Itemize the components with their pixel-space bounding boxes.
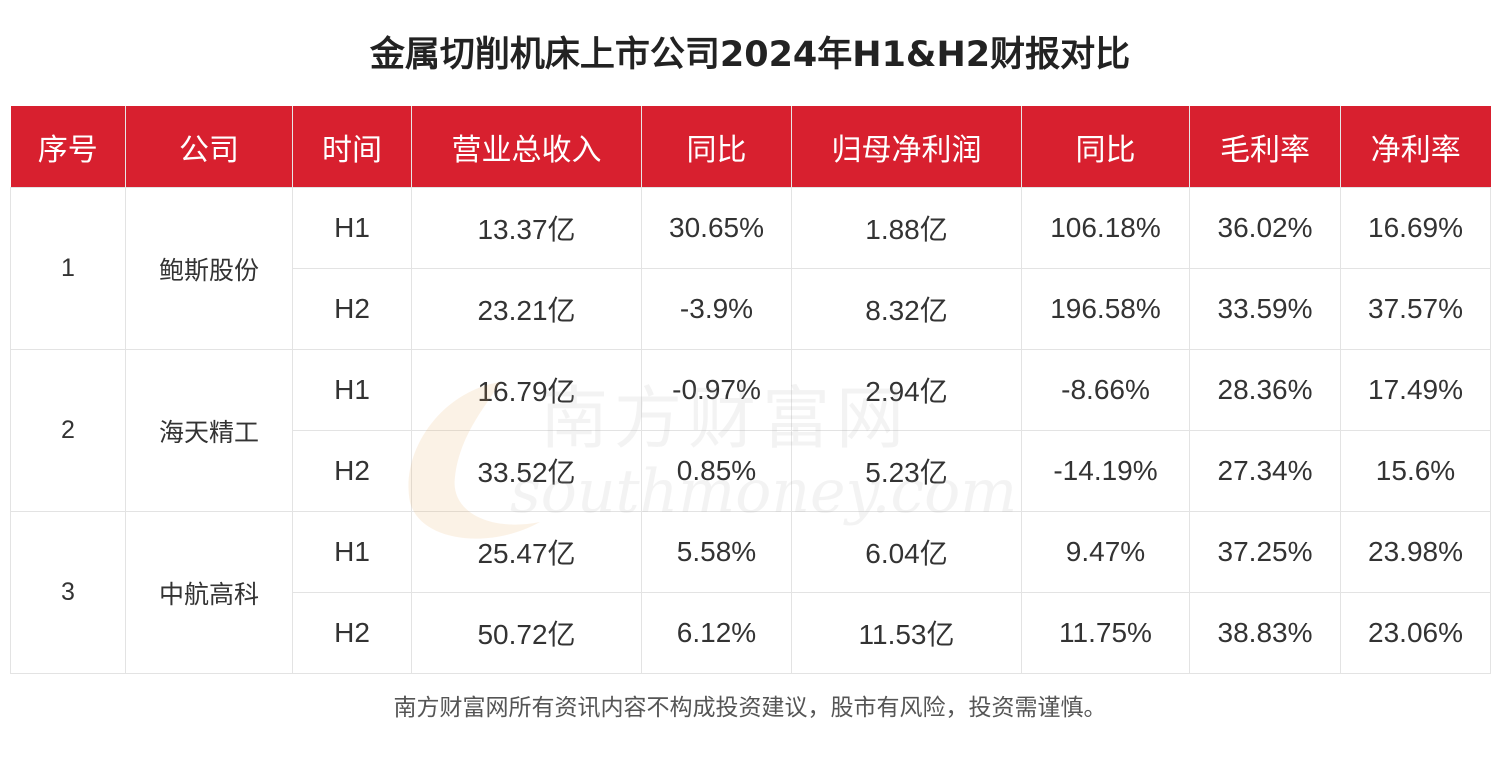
- net-margin-cell: 16.69%: [1340, 187, 1491, 269]
- company-name: 中航高科: [125, 511, 293, 674]
- profit-yoy-cell: 196.58%: [1021, 268, 1190, 350]
- row-index: 3: [10, 511, 126, 674]
- net-profit-cell: 11.53亿: [791, 592, 1022, 674]
- net-margin-cell: 23.98%: [1340, 511, 1491, 593]
- revenue-yoy-cell: 6.12%: [641, 592, 792, 674]
- table-row: H2 50.72亿 6.12% 11.53亿 11.75% 38.83% 23.…: [11, 592, 1491, 674]
- revenue-yoy-cell: 5.58%: [641, 511, 792, 593]
- net-margin-cell: 15.6%: [1340, 430, 1491, 512]
- profit-yoy-cell: 11.75%: [1021, 592, 1190, 674]
- company-name: 海天精工: [125, 349, 293, 512]
- column-header-period: 时间: [292, 106, 412, 188]
- net-profit-cell: 1.88亿: [791, 187, 1022, 269]
- column-header-revenue-yoy: 同比: [641, 106, 792, 188]
- revenue-cell: 25.47亿: [411, 511, 642, 593]
- column-header-gross-margin: 毛利率: [1189, 106, 1341, 188]
- net-profit-cell: 2.94亿: [791, 349, 1022, 431]
- page-title: 金属切削机床上市公司2024年H1&H2财报对比: [369, 35, 1131, 75]
- revenue-yoy-cell: 0.85%: [641, 430, 792, 512]
- period-cell: H1: [292, 511, 412, 593]
- period-cell: H2: [292, 430, 412, 512]
- column-header-net-profit: 归母净利润: [791, 106, 1022, 188]
- table-row: 3 中航高科 H1 25.47亿 5.58% 6.04亿 9.47% 37.25…: [10, 511, 1491, 674]
- period-cell: H2: [292, 592, 412, 674]
- profit-yoy-cell: 9.47%: [1021, 511, 1190, 593]
- net-margin-cell: 37.57%: [1340, 268, 1491, 350]
- gross-margin-cell: 28.36%: [1189, 349, 1341, 431]
- gross-margin-cell: 27.34%: [1189, 430, 1341, 512]
- row-index: 2: [10, 349, 126, 512]
- gross-margin-cell: 37.25%: [1189, 511, 1341, 593]
- net-margin-cell: 23.06%: [1340, 592, 1491, 674]
- row-index: 1: [10, 187, 126, 350]
- financial-table-container: 序号 公司 时间 营业总收入 同比 归母净利润 同比 毛利率 净利率 1 鲍斯股…: [10, 106, 1491, 674]
- revenue-cell: 23.21亿: [411, 268, 642, 350]
- revenue-yoy-cell: -0.97%: [641, 349, 792, 431]
- gross-margin-cell: 38.83%: [1189, 592, 1341, 674]
- period-cell: H1: [292, 187, 412, 269]
- column-header-index: 序号: [10, 106, 126, 188]
- period-cell: H1: [292, 349, 412, 431]
- table-row: H2 33.52亿 0.85% 5.23亿 -14.19% 27.34% 15.…: [11, 430, 1491, 512]
- period-cell: H2: [292, 268, 412, 350]
- net-profit-cell: 8.32亿: [791, 268, 1022, 350]
- column-header-profit-yoy: 同比: [1021, 106, 1190, 188]
- revenue-cell: 16.79亿: [411, 349, 642, 431]
- column-header-net-margin: 净利率: [1340, 106, 1491, 188]
- gross-margin-cell: 36.02%: [1189, 187, 1341, 269]
- table-row: 2 海天精工 H1 16.79亿 -0.97% 2.94亿 -8.66% 28.…: [10, 349, 1491, 512]
- table-header-row: 序号 公司 时间 营业总收入 同比 归母净利润 同比 毛利率 净利率: [10, 106, 1491, 188]
- financial-comparison-table: 序号 公司 时间 营业总收入 同比 归母净利润 同比 毛利率 净利率 1 鲍斯股…: [10, 106, 1491, 674]
- gross-margin-cell: 33.59%: [1189, 268, 1341, 350]
- profit-yoy-cell: -8.66%: [1021, 349, 1190, 431]
- revenue-yoy-cell: -3.9%: [641, 268, 792, 350]
- column-header-revenue: 营业总收入: [411, 106, 642, 188]
- net-margin-cell: 17.49%: [1340, 349, 1491, 431]
- revenue-cell: 33.52亿: [411, 430, 642, 512]
- net-profit-cell: 6.04亿: [791, 511, 1022, 593]
- company-name: 鲍斯股份: [125, 187, 293, 350]
- net-profit-cell: 5.23亿: [791, 430, 1022, 512]
- table-row: 1 鲍斯股份 H1 13.37亿 30.65% 1.88亿 106.18% 36…: [10, 187, 1491, 350]
- revenue-cell: 13.37亿: [411, 187, 642, 269]
- column-header-company: 公司: [125, 106, 293, 188]
- revenue-yoy-cell: 30.65%: [641, 187, 792, 269]
- revenue-cell: 50.72亿: [411, 592, 642, 674]
- profit-yoy-cell: -14.19%: [1021, 430, 1190, 512]
- disclaimer-footer: 南方财富网所有资讯内容不构成投资建议，股市有风险，投资需谨慎。: [393, 695, 1107, 721]
- profit-yoy-cell: 106.18%: [1021, 187, 1190, 269]
